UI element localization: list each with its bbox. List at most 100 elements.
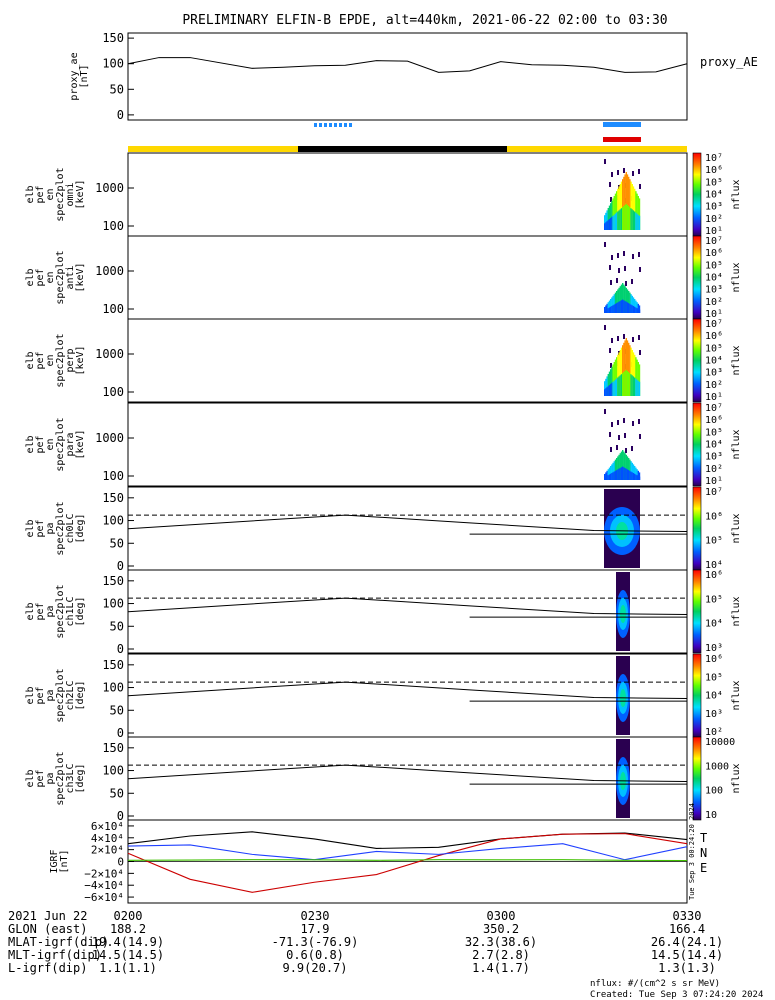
en_omni-column-low bbox=[629, 207, 631, 230]
en_perp-column bbox=[608, 371, 611, 396]
en_para-column bbox=[626, 456, 629, 480]
en_omni-column-low bbox=[606, 221, 608, 230]
en_anti-column-low bbox=[612, 305, 614, 313]
pa_ch3-ylabel-line: [deg] bbox=[75, 763, 86, 793]
en_omni-column bbox=[638, 198, 641, 230]
en_omni-column-low bbox=[605, 222, 607, 230]
en_anti-streak bbox=[617, 253, 619, 258]
en_para-ylabel-line: en bbox=[45, 438, 56, 450]
en_anti-colorbar-tick: 10¹ bbox=[705, 309, 723, 320]
en_para-colorbar-tick: 10² bbox=[705, 464, 723, 475]
mlt-2: 2.7(2.8) bbox=[472, 948, 530, 962]
en_omni-streak bbox=[623, 168, 625, 173]
ephem-label-mlt: MLT-igrf(dip) bbox=[8, 948, 102, 962]
pa_ch2-colorbar-tick: 10⁵ bbox=[705, 672, 723, 683]
panel-proxy-ae: 0 50 100 150 proxy_AE proxy_ae [nT] bbox=[69, 31, 758, 122]
en_anti-column-low bbox=[623, 300, 625, 313]
en_anti-column-low bbox=[607, 308, 609, 313]
en_omni-colorbar-tick: 10² bbox=[705, 214, 723, 225]
en_perp-column-low bbox=[611, 382, 613, 396]
en_anti-streak bbox=[631, 279, 633, 284]
en_anti-column bbox=[620, 284, 623, 313]
proxy-ae-frame bbox=[127, 32, 688, 121]
en_perp-column-low bbox=[637, 380, 639, 396]
en_omni-ytick-label: 100 bbox=[102, 219, 124, 233]
en_para-column-low bbox=[617, 469, 619, 480]
en_perp-ylabel-line: perp bbox=[65, 348, 76, 372]
pa_ch0-colorbar-tick: 10⁴ bbox=[705, 560, 723, 571]
en_para-column-low bbox=[626, 469, 629, 480]
en_omni-column bbox=[628, 176, 630, 230]
en_perp-streak bbox=[623, 334, 625, 339]
en_perp-colorbar-tick: 10⁵ bbox=[705, 343, 723, 354]
en_omni-ylabel: elb pef en spec2plot omni [keV] bbox=[25, 167, 86, 221]
en_para-streak bbox=[624, 433, 626, 438]
en_omni-column-low bbox=[612, 215, 614, 230]
en_anti-column bbox=[631, 295, 633, 313]
pa_ch3-ylabel-line: pa bbox=[45, 772, 56, 784]
en_para-column bbox=[638, 472, 641, 480]
mlt-0: 14.5(14.5) bbox=[92, 948, 164, 962]
pa_ch2-colorbar-tick: 10⁴ bbox=[705, 691, 723, 702]
en_para-streak bbox=[617, 420, 619, 425]
en_anti-column bbox=[625, 287, 627, 313]
en_perp-streak bbox=[610, 363, 612, 368]
en_omni-colorbar-tick: 10⁶ bbox=[705, 165, 723, 176]
en_omni-ylabel-line: spec2plot bbox=[55, 167, 66, 221]
en_perp-column bbox=[626, 340, 629, 396]
proxy-ae-line bbox=[127, 57, 688, 73]
pa_ch2-colorbar-title: nflux bbox=[731, 680, 742, 710]
en_perp-streak bbox=[632, 337, 634, 342]
en_para-column-low bbox=[619, 467, 621, 480]
en_anti-column bbox=[632, 297, 635, 313]
en_omni-colorbar-tick: 10⁴ bbox=[705, 190, 723, 201]
pa_ch3-colorbar-tick: 100 bbox=[705, 786, 723, 797]
en_omni-column-low bbox=[624, 204, 626, 230]
en_anti-column bbox=[605, 305, 607, 313]
en_perp-column-low bbox=[632, 376, 635, 396]
pa_ch0-ylabel-line: spec2plot bbox=[55, 501, 66, 555]
en_anti-colorbar-tick: 10⁴ bbox=[705, 273, 723, 284]
glon-3: 166.4 bbox=[669, 922, 705, 936]
en_para-column-low bbox=[622, 466, 624, 480]
en_para-column-low bbox=[629, 470, 631, 480]
en_anti-ylabel-line: elb bbox=[25, 268, 36, 286]
en_perp-column-low bbox=[638, 381, 641, 396]
en_perp-column bbox=[612, 364, 614, 396]
en_perp-column-low bbox=[610, 383, 612, 396]
igrf-ylabel: IGRF [nT] bbox=[49, 849, 70, 873]
en_perp-colorbar-tick: 10⁷ bbox=[705, 319, 723, 330]
en_anti-column bbox=[613, 294, 615, 313]
en_omni-colorbar-tick: 10³ bbox=[705, 202, 723, 213]
en_omni-column bbox=[631, 184, 633, 230]
en_para-column bbox=[625, 454, 627, 480]
en_omni-column bbox=[613, 196, 615, 230]
en_anti-column-low bbox=[635, 307, 637, 313]
en_omni-column bbox=[617, 188, 619, 230]
en_omni-column-low bbox=[608, 219, 611, 230]
igrf-series-E-line bbox=[127, 843, 688, 861]
en_perp-colorbar-tick: 10¹ bbox=[705, 392, 723, 403]
pa_ch0-ylabel-line: ch0LC bbox=[65, 513, 76, 543]
pa_ch0-colorbar-tick: 10⁷ bbox=[705, 487, 723, 498]
pa_ch0-ylabel-line: elb bbox=[25, 519, 36, 537]
en_perp-column-low bbox=[622, 373, 624, 396]
en_perp-colorbar-tick: 10⁶ bbox=[705, 331, 723, 342]
en_perp-column-low bbox=[605, 388, 607, 396]
pa_ch3-frame bbox=[127, 736, 688, 821]
en_perp-column bbox=[607, 374, 609, 396]
en_para-column bbox=[635, 467, 637, 480]
created-stamp: Created: Tue Sep 3 07:24:20 2024 bbox=[590, 990, 763, 1000]
en_para-colorbar-tick: 10⁴ bbox=[705, 440, 723, 451]
en_perp-column-low bbox=[620, 374, 623, 396]
en_perp-colorbar-tick: 10² bbox=[705, 380, 723, 391]
en_para-column-low bbox=[636, 475, 638, 480]
en_anti-heatmap bbox=[604, 242, 641, 313]
igrf-series-green-line bbox=[127, 859, 688, 862]
en_omni-column bbox=[635, 191, 637, 230]
en_para-column bbox=[614, 459, 617, 480]
en_omni-column bbox=[619, 184, 621, 230]
en_para-column-low bbox=[610, 473, 612, 480]
time-tick-0230: 0230 bbox=[301, 909, 330, 923]
igrf-ylabel-line: IGRF bbox=[49, 849, 60, 873]
